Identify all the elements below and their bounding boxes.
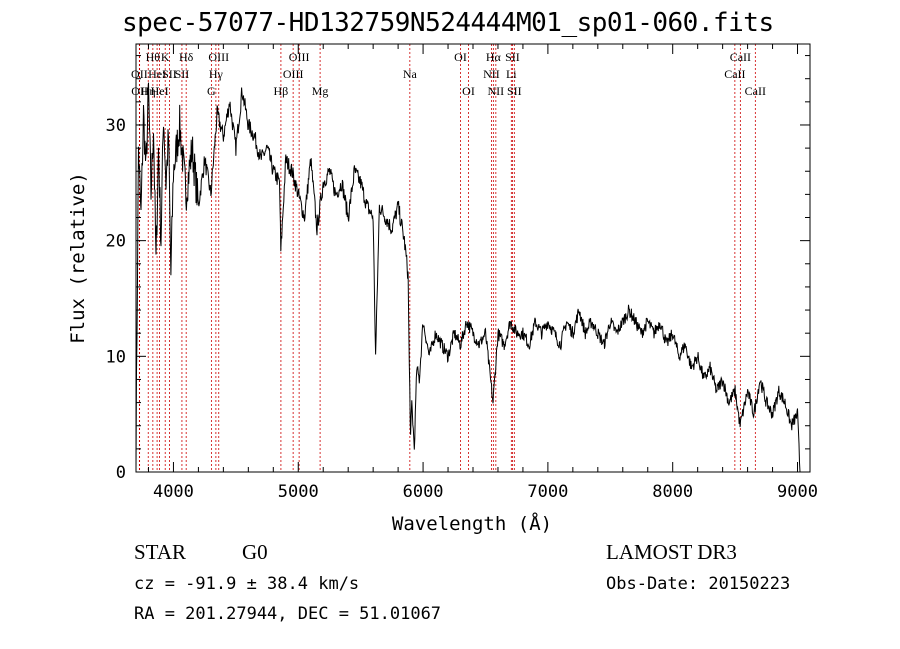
spectral-line-label: Hγ <box>209 67 224 81</box>
spectral-line-label: CaII <box>745 84 766 98</box>
axes: 4000 5000 6000 7000 8000 9000 0 10 20 30 <box>106 44 818 502</box>
spectral-line-label: OII <box>131 84 148 98</box>
spectral-line-label: G <box>207 84 216 98</box>
spectral-line-label: NII <box>488 84 505 98</box>
spectral-line-label: OIII <box>283 67 304 81</box>
x-axis-label: Wavelength (Å) <box>392 512 552 535</box>
spectral-line-label: Na <box>403 67 418 81</box>
coordinates: RA = 201.27944, DEC = 51.01067 <box>134 604 442 624</box>
x-tick-label: 7000 <box>527 482 568 502</box>
spectral-line-label: OII <box>131 67 148 81</box>
x-tick-label: 9000 <box>777 482 818 502</box>
spectral-line-label: NII <box>483 67 500 81</box>
redshift-velocity: cz = -91.9 ± 38.4 km/s <box>134 574 360 594</box>
x-tick-label: 5000 <box>278 482 319 502</box>
spectral-line-label: HeI <box>148 67 166 81</box>
spectral-line-label: SII <box>162 67 177 81</box>
spectral-line-label: OIII <box>208 50 229 64</box>
y-tick-label: 30 <box>106 116 126 136</box>
spectral-line-label: Hθ <box>146 50 161 64</box>
spectral-line-label: Li <box>506 67 517 81</box>
observation-date: Obs-Date: 20150223 <box>606 574 791 594</box>
survey-name: LAMOST DR3 <box>606 540 737 564</box>
plot-frame <box>135 43 811 473</box>
spectral-line-label: K <box>161 50 170 64</box>
x-tick-label: 6000 <box>403 482 444 502</box>
spectral-line-label: CaII <box>730 50 751 64</box>
spectral-line-label: SII <box>507 84 522 98</box>
y-tick-label: 10 <box>106 347 126 367</box>
spectral-line-label: Hδ <box>179 50 194 64</box>
spectral-line-label: Hβ <box>274 84 289 98</box>
spectral-line-label: CaII <box>724 67 745 81</box>
spectral-line-label: HeI <box>151 84 169 98</box>
spectral-line-label: OI <box>454 50 467 64</box>
spectral-line-label: Hα <box>486 50 502 64</box>
spectral-line-label: SII <box>175 67 190 81</box>
object-subclass: G0 <box>242 540 268 564</box>
spectral-line-label: OI <box>462 84 475 98</box>
spectrum-series-line <box>135 82 801 473</box>
chart-title: spec-57077-HD132759N524444M01_sp01-060.f… <box>122 8 774 38</box>
spectral-line-label: OIII <box>289 50 310 64</box>
spectral-line-label: Mg <box>312 84 329 98</box>
spectral-line-label: SII <box>505 50 520 64</box>
x-tick-label: 8000 <box>652 482 693 502</box>
x-tick-label: 4000 <box>153 482 194 502</box>
object-class: STAR <box>134 540 186 564</box>
spectral-line-labels: OIIOIIHηHθHeIHeIKSIISIIHδGHγOIIIHβOIIIOI… <box>131 50 766 98</box>
spectral-line-markers <box>138 44 756 472</box>
y-axis-label: Flux (relative) <box>67 172 89 344</box>
y-tick-label: 20 <box>106 232 126 252</box>
y-tick-label: 0 <box>116 463 126 483</box>
spectrum-chart: OIIOIIHηHθHeIHeIKSIISIIHδGHγOIIIHβOIIIOI… <box>67 43 818 535</box>
